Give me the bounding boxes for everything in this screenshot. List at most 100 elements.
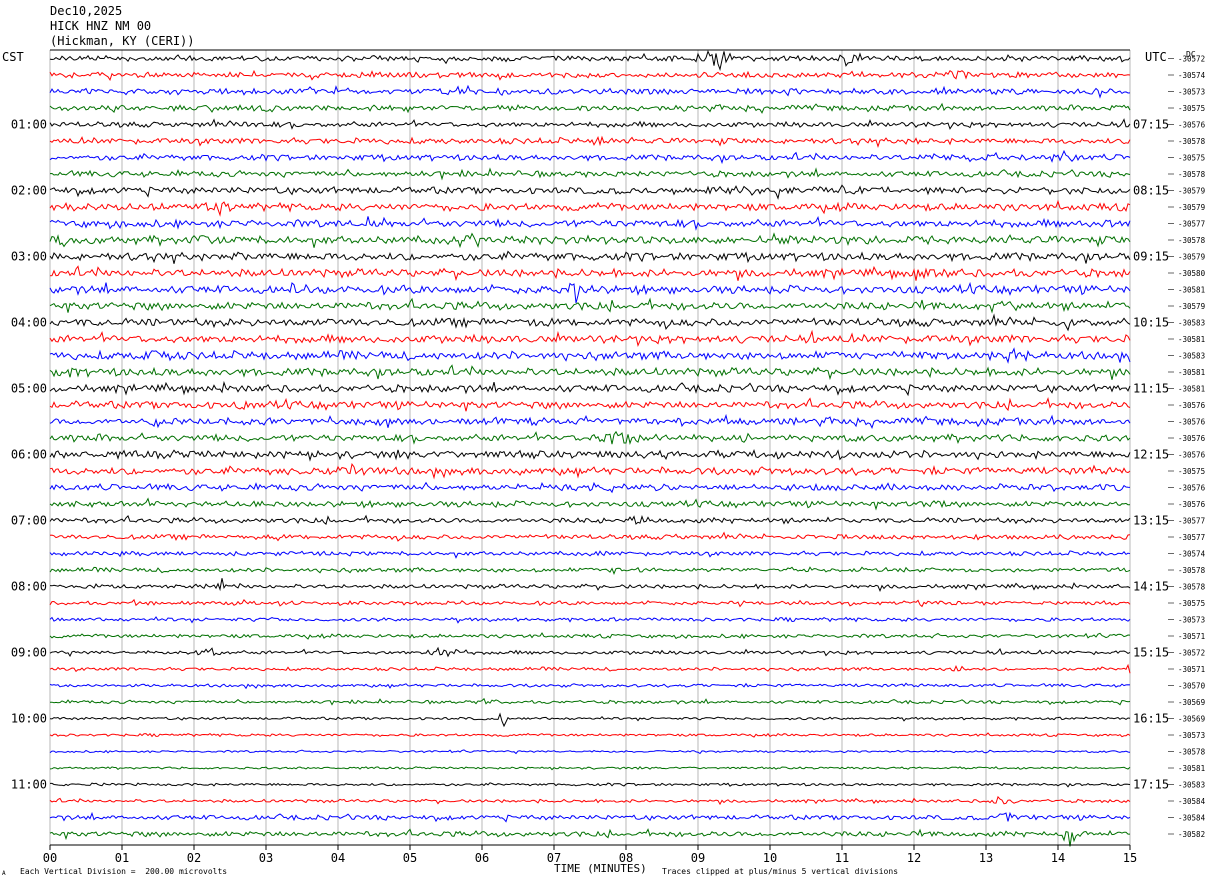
left-hour-label: 07:00 [11, 514, 47, 528]
row-offset-label: -30575 [1178, 104, 1205, 113]
x-tick-label: 03 [259, 851, 273, 865]
x-tick-label: 15 [1123, 851, 1137, 865]
row-offset-label: -30579 [1178, 203, 1205, 212]
row-offset-label: -30573 [1178, 731, 1205, 740]
row-offset-label: -30584 [1178, 797, 1206, 806]
trace-line [49, 413, 1131, 430]
row-offset-label: -30578 [1178, 137, 1206, 146]
left-hour-label: 06:00 [11, 448, 47, 462]
trace-line [49, 347, 1131, 364]
row-offset-label: -30578 [1178, 170, 1206, 179]
left-hour-label: 02:00 [11, 184, 47, 198]
trace-line [49, 396, 1131, 412]
row-offset-label: -30575 [1178, 467, 1205, 476]
trace-line [49, 364, 1131, 381]
row-offset-label: -30576 [1178, 451, 1206, 460]
row-offset-label: -30578 [1178, 236, 1206, 245]
right-hour-label: 08:15 [1133, 184, 1169, 198]
x-tick-label: 08 [619, 851, 633, 865]
x-tick-label: 12 [907, 851, 921, 865]
header-date: Dec10,2025 [50, 4, 123, 18]
x-tick-label: 02 [187, 851, 201, 865]
trace-line [49, 632, 1131, 640]
left-hour-label: 08:00 [11, 580, 47, 594]
row-offset-label: -30580 [1178, 269, 1206, 278]
clip-note: Traces clipped at plus/minus 5 vertical … [662, 867, 899, 876]
left-timezone: CST [2, 50, 24, 64]
row-offset-label: -30573 [1178, 88, 1205, 97]
header-location: (Hickman, KY (CERI)) [50, 34, 195, 48]
row-offset-label: -30574 [1178, 71, 1206, 80]
right-hour-label: 16:15 [1133, 712, 1169, 726]
trace-line [49, 531, 1131, 542]
row-offset-label: -30574 [1178, 550, 1206, 559]
row-offset-label: -30583 [1178, 781, 1205, 790]
row-offset-label: -30573 [1178, 616, 1205, 625]
row-labels: -30572 -30574 -30573 -30575 -30576 -30578 -305… [11, 55, 1206, 840]
row-offset-label: -30572 [1178, 55, 1205, 64]
row-offset-label: -30578 [1178, 583, 1206, 592]
right-timezone: UTC [1145, 50, 1167, 64]
trace-line [49, 712, 1131, 728]
right-hour-label: 14:15 [1133, 580, 1169, 594]
trace-line [49, 102, 1131, 114]
x-tick-label: 13 [979, 851, 993, 865]
trace-line [49, 811, 1131, 823]
row-offset-label: -30581 [1178, 335, 1205, 344]
header-station: HICK HNZ NM 00 [50, 19, 152, 33]
row-offset-label: -30577 [1178, 517, 1205, 526]
right-hour-label: 10:15 [1133, 316, 1169, 330]
row-offset-label: -30576 [1178, 500, 1206, 509]
trace-line [49, 232, 1131, 249]
row-offset-label: -30571 [1178, 632, 1205, 641]
left-hour-label: 03:00 [11, 250, 47, 264]
trace-line [49, 616, 1131, 624]
row-offset-label: -30575 [1178, 154, 1205, 163]
row-offset-label: -30581 [1178, 385, 1205, 394]
left-hour-label: 04:00 [11, 316, 47, 330]
left-hour-label: 09:00 [11, 646, 47, 660]
trace-line [49, 514, 1131, 525]
row-offset-label: -30569 [1178, 715, 1205, 724]
trace-line [49, 765, 1131, 771]
right-hour-label: 09:15 [1133, 250, 1169, 264]
row-offset-label: -30576 [1178, 418, 1206, 427]
left-hour-label: 01:00 [11, 118, 47, 132]
row-offset-label: -30579 [1178, 187, 1205, 196]
trace-line [49, 135, 1131, 149]
row-offset-label: -30571 [1178, 665, 1205, 674]
trace-line [49, 682, 1131, 690]
row-offset-label: -30581 [1178, 764, 1205, 773]
row-offset-label: -30576 [1178, 401, 1206, 410]
x-tick-label: 10 [763, 851, 777, 865]
trace-line [49, 598, 1131, 608]
x-tick-label: 11 [835, 851, 849, 865]
trace-line [49, 430, 1131, 445]
trace-line [49, 184, 1131, 200]
trace-line [49, 732, 1131, 738]
trace-line [49, 199, 1131, 217]
row-offset-label: -30582 [1178, 830, 1205, 839]
right-hour-label: 13:15 [1133, 514, 1169, 528]
x-tick-label: 06 [475, 851, 489, 865]
trace-line [49, 281, 1131, 304]
trace-line [49, 250, 1131, 264]
trace-line [49, 795, 1131, 806]
trace-line [49, 646, 1131, 658]
trace-line [49, 481, 1131, 494]
trace-line [49, 449, 1131, 462]
trace-line [49, 313, 1131, 332]
trace-line [49, 380, 1131, 397]
row-offset-label: -30569 [1178, 698, 1205, 707]
trace-line [49, 118, 1131, 130]
row-offset-label: -30584 [1178, 814, 1206, 823]
right-hour-label: 15:15 [1133, 646, 1169, 660]
x-tick-label: 01 [115, 851, 129, 865]
row-offset-label: -30576 [1178, 484, 1206, 493]
row-offset-label: -30578 [1178, 566, 1206, 575]
left-hour-label: 05:00 [11, 382, 47, 396]
trace-line [49, 497, 1131, 511]
dc-label: DC [1186, 50, 1196, 59]
trace-group [49, 49, 1131, 847]
